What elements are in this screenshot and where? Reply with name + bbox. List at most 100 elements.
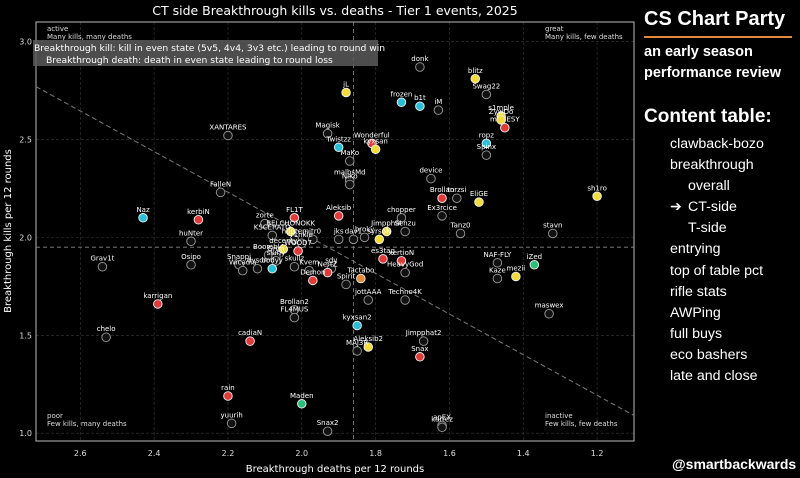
data-point-label: chelo <box>97 325 116 333</box>
toc-item-t-side: T-side <box>670 218 764 239</box>
data-point <box>304 265 314 276</box>
data-point <box>223 130 233 141</box>
data-point-label: Osipo <box>181 253 201 261</box>
data-point-label: dyson <box>247 257 268 265</box>
data-point-label: Senzu <box>394 220 415 228</box>
data-point-label: Wicadia <box>229 259 257 267</box>
data-point-label: Tanz0 <box>450 221 471 229</box>
data-point <box>511 271 521 282</box>
data-point-label: kerbiN <box>187 208 210 216</box>
data-point <box>101 332 111 342</box>
data-point-label: Snax2 <box>317 419 339 427</box>
data-point-label: skullz <box>285 255 305 263</box>
corner-label-top-right: great Many kills, few deaths <box>545 25 623 41</box>
corner-top-right-desc: Many kills, few deaths <box>545 33 623 41</box>
data-point-label: karrigan <box>143 292 172 300</box>
toc-item-label: clawback-bozo <box>670 136 764 152</box>
data-point <box>153 299 163 309</box>
data-point <box>223 391 233 401</box>
data-point <box>396 256 407 266</box>
data-point-label: s1mple <box>488 104 514 112</box>
data-point <box>226 418 237 429</box>
data-point-label: device <box>419 167 442 175</box>
data-point-label: BELCHONOKK <box>266 220 315 228</box>
mean-lines <box>36 22 634 441</box>
toc-item-rifle-stats: rifle stats <box>670 282 764 303</box>
data-point-label: Swag22 <box>472 82 500 90</box>
data-point <box>352 320 362 331</box>
data-point <box>341 87 351 98</box>
toc-item-label: rifle stats <box>670 283 727 300</box>
data-point-label: frozen <box>390 90 412 98</box>
data-point <box>252 263 263 274</box>
data-point-label: Jimpphat <box>370 220 402 228</box>
toc-item-breakthrough: breakthrough <box>670 155 764 176</box>
data-point <box>322 426 333 436</box>
data-point-label: siuhy <box>267 249 286 257</box>
corner-bottom-left-title: poor <box>47 412 63 420</box>
data-point <box>341 279 351 290</box>
data-point-label: chopper <box>387 206 416 214</box>
data-point <box>333 142 344 153</box>
data-point <box>193 215 204 225</box>
data-point-label: NiKo <box>342 173 358 181</box>
data-point-label: hunter- <box>282 227 308 235</box>
data-point-label: FL1T <box>286 206 303 214</box>
data-point-label: XANTARES <box>209 124 247 132</box>
toc-item-label: breakthrough <box>670 157 754 174</box>
toc-item-label: entrying <box>670 241 721 258</box>
data-point <box>481 150 492 160</box>
data-point <box>186 236 196 247</box>
data-point-label: karrez <box>431 415 453 423</box>
x-tick-label: 2.2 <box>222 449 235 458</box>
toc-item-entrying: entrying <box>670 239 764 260</box>
y-tick-label: 2.0 <box>19 233 32 242</box>
x-tick-label: 1.2 <box>591 449 604 458</box>
corner-top-right-title: great <box>545 25 564 33</box>
data-point-label: FalleN <box>210 180 231 188</box>
data-point <box>544 308 554 319</box>
toc-item-label: eco bashers <box>670 346 748 363</box>
data-point <box>400 226 410 237</box>
corner-bottom-left-desc: Few kills, many deaths <box>47 420 127 428</box>
toc-item-label: full buys <box>670 325 723 342</box>
data-point-label: kyxsan <box>363 137 387 145</box>
data-point <box>352 346 362 356</box>
data-point-label: ZywOo <box>489 108 513 116</box>
data-point <box>333 234 344 245</box>
legend-line-death: Breakthrough death: death in even state … <box>46 55 333 66</box>
data-point-label: Aleksib <box>326 204 352 212</box>
data-point-label: Tactabo <box>346 266 374 274</box>
data-point <box>293 246 303 256</box>
data-point <box>433 105 444 115</box>
toc-list: clawback-bozo breakthrough overall ➔ CT-side… <box>670 134 764 387</box>
data-point-label: MaKo <box>340 149 359 157</box>
data-point-label: r1nkle <box>291 231 313 239</box>
series-subtitle: an early season performance review <box>644 44 782 81</box>
x-axis-label: Breakthrough deaths per 12 rounds <box>246 464 425 475</box>
y-tick-label: 3.0 <box>19 38 32 47</box>
data-point <box>418 336 429 346</box>
data-point-label: torzsi <box>447 186 466 194</box>
data-point <box>267 230 277 241</box>
data-point-label: ropz <box>479 131 494 139</box>
data-point-label: jottAAA <box>354 288 382 296</box>
data-point-label: HeavyGod <box>387 261 423 269</box>
data-point <box>500 122 510 133</box>
data-point-label: FL4MUS <box>280 306 309 314</box>
data-point <box>308 275 318 286</box>
data-point-label: NAF-FLY <box>483 251 512 259</box>
data-point <box>370 144 381 155</box>
toc-item-eco-bashers: eco bashers <box>670 345 764 366</box>
toc-item-late-and-close: late and close <box>670 366 764 387</box>
data-point-label: donk <box>411 55 429 63</box>
data-point-label: Grav1t <box>90 255 114 263</box>
data-point <box>396 97 407 108</box>
toc-item-clawback-bozo: clawback-bozo <box>670 134 764 155</box>
data-point-label: cadiaN <box>238 329 262 337</box>
points: donkblitzSwag22s1mplem0NESYZywOojLfrozen… <box>90 55 607 436</box>
data-point <box>415 352 425 362</box>
x-tick-label: 2.4 <box>148 449 161 458</box>
data-point-label: maswex <box>535 302 564 310</box>
data-point-label: nitr0 <box>305 227 321 235</box>
